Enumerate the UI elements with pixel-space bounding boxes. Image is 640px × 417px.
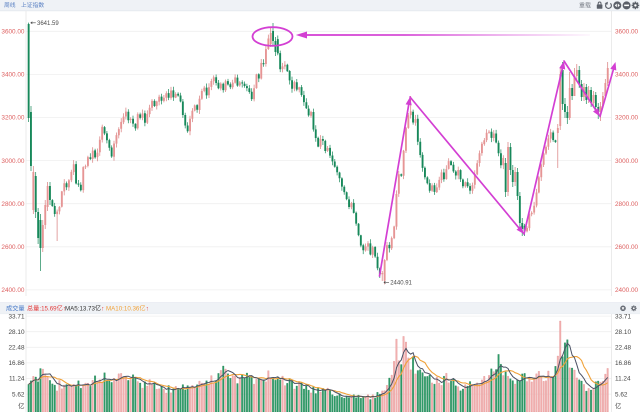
svg-text:3400.00: 3400.00 xyxy=(1,72,25,79)
svg-text:3600.00: 3600.00 xyxy=(1,29,25,36)
svg-text:5.62: 5.62 xyxy=(615,391,628,398)
svg-text:2600.00: 2600.00 xyxy=(615,244,639,251)
svg-text:重载: 重载 xyxy=(579,2,591,10)
svg-text:3200.00: 3200.00 xyxy=(1,115,25,122)
svg-text:16.86: 16.86 xyxy=(9,360,25,367)
svg-text:2400.00: 2400.00 xyxy=(615,287,639,294)
svg-text:MA5:13.73亿↑: MA5:13.73亿↑ xyxy=(65,305,104,313)
svg-text:33.71: 33.71 xyxy=(615,313,631,320)
svg-text:16.86: 16.86 xyxy=(615,360,631,367)
svg-text:总量:15.69亿↑: 总量:15.69亿↑ xyxy=(27,305,66,313)
svg-text:5.62: 5.62 xyxy=(12,391,25,398)
svg-text:3200.00: 3200.00 xyxy=(615,115,639,122)
svg-text:亿: 亿 xyxy=(18,401,24,410)
svg-text:3600.00: 3600.00 xyxy=(615,29,639,36)
svg-text:11.24: 11.24 xyxy=(615,376,631,383)
svg-text:33.71: 33.71 xyxy=(9,313,25,320)
svg-text:3000.00: 3000.00 xyxy=(1,158,25,165)
svg-text:2440.91: 2440.91 xyxy=(390,281,412,287)
svg-text:3000.00: 3000.00 xyxy=(615,158,639,165)
svg-text:周线: 周线 xyxy=(4,1,16,9)
svg-text:MA10:10.36亿↑: MA10:10.36亿↑ xyxy=(106,305,149,313)
svg-text:2600.00: 2600.00 xyxy=(1,244,25,251)
svg-text:2400.00: 2400.00 xyxy=(1,287,25,294)
svg-text:28.10: 28.10 xyxy=(9,329,25,336)
svg-text:2800.00: 2800.00 xyxy=(615,201,639,208)
svg-text:亿: 亿 xyxy=(615,401,621,410)
svg-text:3641.59: 3641.59 xyxy=(37,21,59,27)
svg-text:22.48: 22.48 xyxy=(615,345,631,352)
svg-text:成交量: 成交量 xyxy=(6,305,25,313)
svg-text:3400.00: 3400.00 xyxy=(615,72,639,79)
svg-text:28.10: 28.10 xyxy=(615,329,631,336)
svg-text:上证指数: 上证指数 xyxy=(21,1,44,9)
svg-text:22.48: 22.48 xyxy=(9,345,25,352)
svg-text:11.24: 11.24 xyxy=(9,376,25,383)
svg-text:2800.00: 2800.00 xyxy=(1,201,25,208)
